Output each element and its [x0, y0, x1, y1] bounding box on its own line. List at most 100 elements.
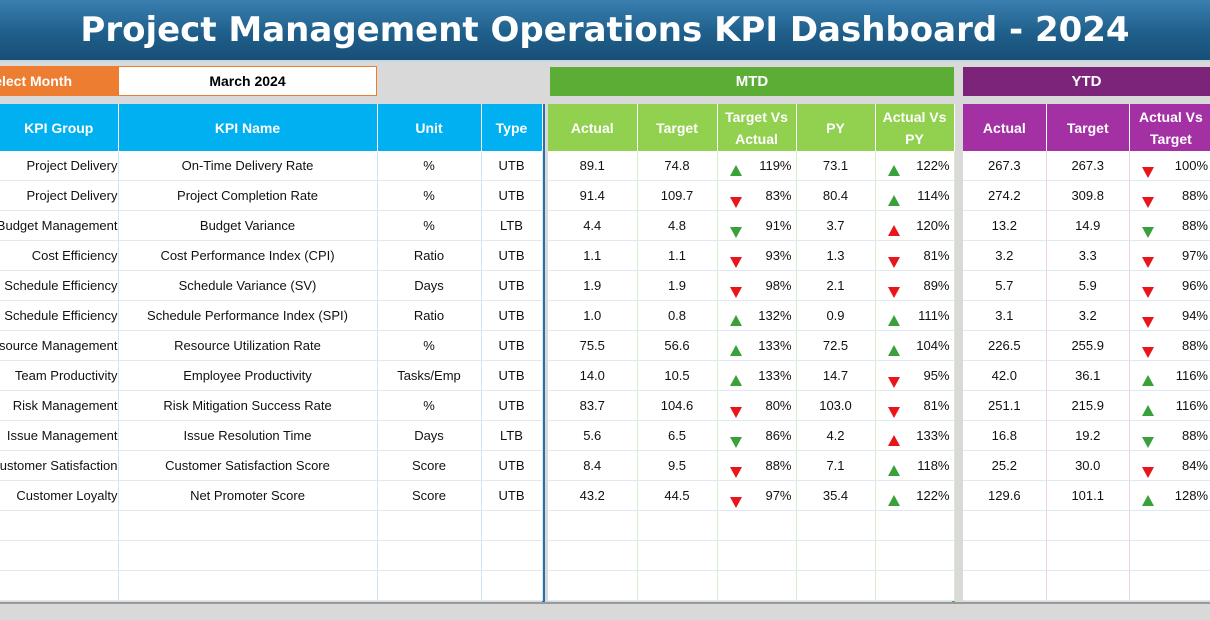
empty-cell	[481, 540, 543, 571]
mtd-target-vs-actual-cell-value: 133%	[758, 368, 792, 383]
kpi-separator	[542, 104, 545, 602]
ytd-actual-vs-target-cell-value: 94%	[1181, 308, 1208, 323]
ytd-actual-vs-target-cell: 116%	[1129, 360, 1210, 391]
mtd-target-vs-actual-cell-value: 119%	[759, 158, 792, 173]
mtd-actual-cell: 1.1	[548, 240, 638, 271]
empty-cell	[963, 540, 1047, 571]
arrow-down-icon	[1141, 197, 1154, 208]
mtd-py-cell: 14.7	[796, 360, 876, 391]
mtd-target-vs-actual-cell-value: 83%	[765, 188, 792, 203]
mtd-actual-cell: 89.1	[548, 151, 638, 181]
kpi-name-cell: Issue Resolution Time	[118, 420, 378, 451]
mtd-section-header: MTD	[550, 67, 954, 96]
empty-cell	[963, 510, 1047, 541]
mtd-actual-vs-py-cell: 95%	[875, 360, 955, 391]
select-month-dropdown[interactable]: March 2024	[118, 66, 377, 96]
ytd-target-cell: 255.9	[1046, 330, 1130, 361]
table-row: 129.6 101.1 128%	[963, 480, 1210, 511]
arrow-up-icon	[729, 315, 742, 326]
table-row: Project Delivery On-Time Delivery Rate% UT…	[0, 151, 543, 181]
mtd-actual-vs-py-cell: 133%	[875, 420, 955, 451]
ytd-header-target: Target	[1046, 104, 1130, 151]
empty-cell	[0, 570, 119, 601]
mtd-target-cell: 56.6	[637, 330, 718, 361]
table-row: 42.0 36.1 116%	[963, 360, 1210, 391]
mtd-target-cell: 109.7	[637, 180, 718, 211]
mtd-target-vs-actual-cell-value: 88%	[765, 458, 792, 473]
mtd-target-cell: 6.5	[637, 420, 718, 451]
ytd-actual-vs-target-cell-value: 100%	[1174, 158, 1208, 173]
mtd-py-cell: 103.0	[796, 390, 876, 421]
kpi-group-cell-text: Project Delivery	[26, 158, 118, 173]
empty-cell	[1129, 510, 1210, 541]
empty-cell	[717, 510, 797, 541]
mtd-target-vs-actual-cell: 133%	[717, 330, 797, 361]
mtd-header-py: PY	[796, 104, 876, 151]
table-row	[0, 540, 543, 571]
empty-cell	[637, 510, 718, 541]
mtd-header-target-vs-actual: Target Vs Actual	[717, 104, 797, 151]
ytd-actual-vs-target-cell: 88%	[1129, 210, 1210, 241]
mtd-actual-cell: 5.6	[548, 420, 638, 451]
arrow-up-icon	[887, 345, 900, 356]
kpi-name-cell: Employee Productivity	[118, 360, 378, 391]
empty-cell	[796, 570, 876, 601]
ytd-target-cell: 19.2	[1046, 420, 1130, 451]
mtd-py-cell: 73.1	[796, 151, 876, 181]
ytd-target-cell: 5.9	[1046, 270, 1130, 301]
mtd-actual-vs-py-cell: 81%	[875, 390, 955, 421]
table-row	[548, 540, 955, 571]
ytd-actual-cell: 274.2	[963, 180, 1047, 211]
table-row: Customer Loyalty Net Promoter Score Score U…	[0, 480, 543, 511]
mtd-header-actual: Actual	[548, 104, 638, 151]
empty-cell	[963, 570, 1047, 601]
table-row: Issue Management Issue Resolution Time Day…	[0, 420, 543, 451]
mtd-target-cell: 4.8	[637, 210, 718, 241]
empty-cell	[548, 540, 638, 571]
mtd-actual-cell: 83.7	[548, 390, 638, 421]
kpi-group-cell: Risk Management	[0, 390, 119, 421]
kpi-group-cell-text: Cost Efficiency	[31, 248, 118, 263]
ytd-actual-vs-target-cell: 94%	[1129, 300, 1210, 331]
kpi-group-cell-text: Schedule Efficiency	[4, 278, 118, 293]
empty-cell	[875, 510, 955, 541]
ytd-actual-cell: 129.6	[963, 480, 1047, 511]
mtd-target-vs-actual-cell: 133%	[717, 360, 797, 391]
mtd-target-cell: 44.5	[637, 480, 718, 511]
ytd-header-actual-vs-target: Actual Vs Target	[1129, 104, 1210, 151]
kpi-group-cell-text: Risk Management	[12, 398, 118, 413]
table-row	[548, 510, 955, 541]
ytd-actual-cell: 16.8	[963, 420, 1047, 451]
type-cell: UTB	[481, 480, 543, 511]
arrow-down-icon	[729, 257, 742, 268]
mtd-actual-vs-py-cell: 114%	[875, 180, 955, 211]
mtd-target-cell: 1.1	[637, 240, 718, 271]
table-row: 3.1 3.2 94%	[963, 300, 1210, 331]
kpi-group-cell-text: Project Delivery	[26, 188, 118, 203]
mtd-py-cell: 7.1	[796, 450, 876, 481]
kpi-group-cell-text: Customer Loyalty	[16, 488, 118, 503]
kpi-header-type: Type	[481, 104, 543, 151]
empty-cell	[377, 540, 482, 571]
mtd-actual-vs-py-cell-value: 120%	[916, 218, 950, 233]
mtd-target-vs-actual-cell-value: 132%	[758, 308, 792, 323]
kpi-name-cell: On-Time Delivery Rate	[118, 151, 378, 181]
ytd-actual-cell: 251.1	[963, 390, 1047, 421]
arrow-down-icon	[887, 287, 900, 298]
kpi-group-cell: Project Delivery	[0, 180, 119, 211]
empty-cell	[481, 570, 543, 601]
table-row: Schedule Efficiency Schedule Performance …	[0, 300, 543, 331]
arrow-down-icon	[1141, 287, 1154, 298]
mtd-py-cell: 72.5	[796, 330, 876, 361]
table-row	[0, 510, 543, 541]
table-row: 226.5 255.9 88%	[963, 330, 1210, 361]
arrow-up-icon	[729, 375, 742, 386]
mtd-actual-vs-py-cell-value: 111%	[918, 308, 950, 323]
arrow-down-icon	[1141, 437, 1154, 448]
table-row: 3.2 3.3 97%	[963, 240, 1210, 271]
mtd-target-vs-actual-cell-value: 91%	[765, 218, 792, 233]
empty-cell	[875, 540, 955, 571]
mtd-actual-cell: 91.4	[548, 180, 638, 211]
ytd-actual-vs-target-cell-value: 128%	[1174, 488, 1208, 503]
table-row: Risk Management Risk Mitigation Success R…	[0, 390, 543, 421]
